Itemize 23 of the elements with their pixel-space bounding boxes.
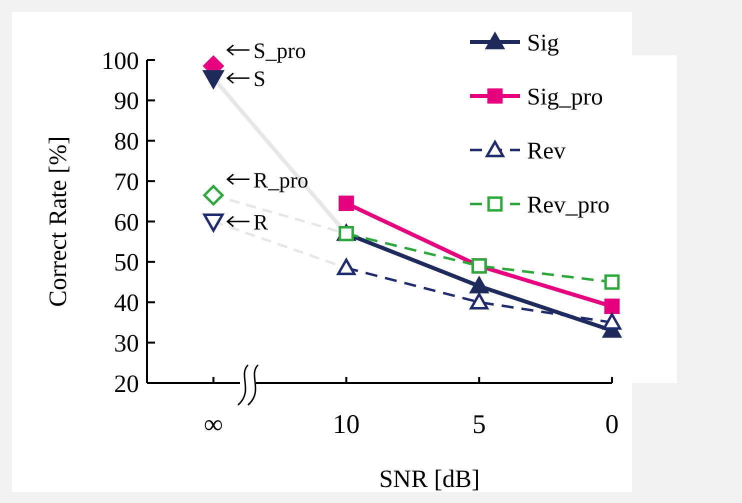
- series-label: S_pro: [253, 38, 306, 64]
- y-tick-label: 60: [114, 209, 139, 236]
- legend-label: Sig_pro: [527, 84, 604, 110]
- x-tick-label: 0: [605, 409, 619, 439]
- y-tick-label: 50: [114, 250, 139, 277]
- legend-label: Rev: [527, 138, 566, 164]
- series-label: R_pro: [253, 167, 308, 192]
- y-tick-label: 20: [114, 370, 139, 398]
- x-tick-label: ∞: [204, 409, 224, 439]
- x-tick-label: 10: [332, 409, 360, 439]
- x-axis-title: SNR [dB]: [379, 466, 480, 493]
- series-label: R: [253, 210, 268, 234]
- y-tick-label: 80: [114, 128, 139, 156]
- y-tick-label: 40: [114, 290, 139, 317]
- x-tick-label: 5: [472, 409, 486, 439]
- y-axis-title: Correct Rate [%]: [45, 136, 72, 307]
- series-label: S: [253, 66, 266, 92]
- y-tick-label: 100: [102, 48, 139, 75]
- legend-label: Rev_pro: [527, 192, 610, 218]
- y-tick-label: 90: [114, 88, 139, 116]
- y-tick-label: 30: [114, 330, 139, 358]
- y-tick-label: 70: [114, 168, 139, 196]
- legend-label: Sig: [527, 30, 560, 56]
